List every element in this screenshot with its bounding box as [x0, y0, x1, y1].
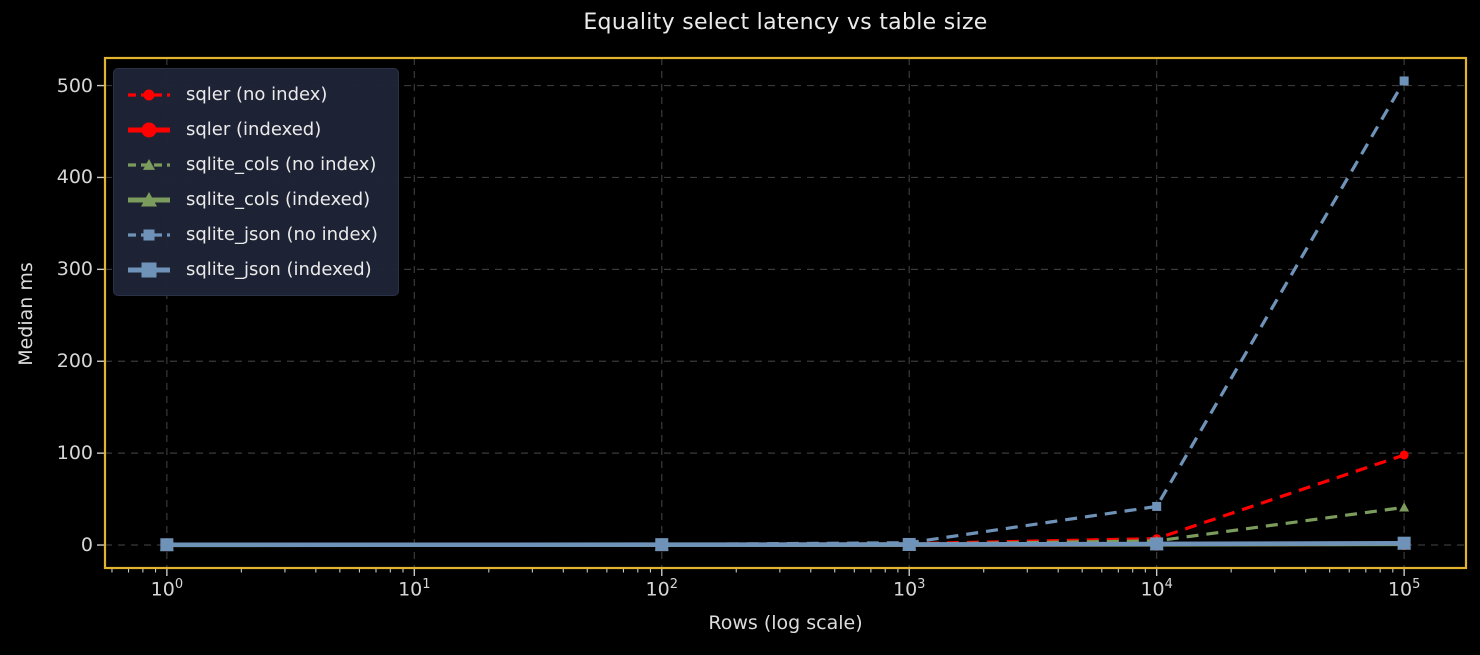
x-tick-label: 105: [1387, 577, 1421, 601]
y-tick-label: 200: [56, 350, 93, 373]
x-tick-label: 104: [1140, 577, 1173, 601]
legend-label: sqlite_cols (no index): [186, 154, 377, 175]
y-tick-label: 0: [80, 534, 93, 557]
legend-label: sqlite_json (no index): [186, 224, 378, 245]
legend-label: sqler (no index): [186, 84, 328, 105]
axes-border: [103, 56, 1468, 570]
legend-line-sample: [128, 191, 170, 207]
x-tick-label: 102: [645, 577, 678, 601]
legend-line-sample: [128, 122, 170, 137]
y-tick-label: 100: [56, 442, 93, 465]
y-tick-label: 400: [56, 166, 93, 189]
series-layer: [159, 76, 1412, 552]
legend-row: sqler (no index): [126, 77, 378, 112]
series-sqler-no-index: [162, 450, 1409, 550]
y-tick-label: 500: [56, 74, 93, 97]
legend-row: sqler (indexed): [126, 112, 378, 147]
legend-label: sqlite_cols (indexed): [186, 189, 371, 210]
x-tick-label: 101: [398, 577, 431, 601]
legend-row: sqlite_cols (indexed): [126, 182, 378, 217]
legend-line-sample: [128, 229, 170, 240]
legend-label: sqler (indexed): [186, 119, 322, 140]
x-axis-label: Rows (log scale): [708, 612, 863, 634]
series-sqlite-json-indexed: [160, 536, 1411, 552]
legend-row: sqlite_json (no index): [126, 217, 378, 252]
legend-line-sample: [128, 89, 170, 100]
legend-row: sqlite_json (indexed): [126, 252, 378, 287]
legend-label: sqlite_json (indexed): [186, 259, 372, 280]
x-tick-label: 103: [892, 577, 926, 601]
legend-line-sample: [128, 262, 170, 277]
legend: sqler (no index) sqler (indexed) sqlite_…: [113, 68, 399, 296]
chart-title: Equality select latency vs table size: [583, 10, 988, 35]
y-tick-label: 300: [56, 258, 93, 281]
legend-row: sqlite_cols (no index): [126, 147, 378, 182]
legend-line-sample: [128, 158, 170, 170]
x-tick-label: 100: [150, 577, 184, 601]
